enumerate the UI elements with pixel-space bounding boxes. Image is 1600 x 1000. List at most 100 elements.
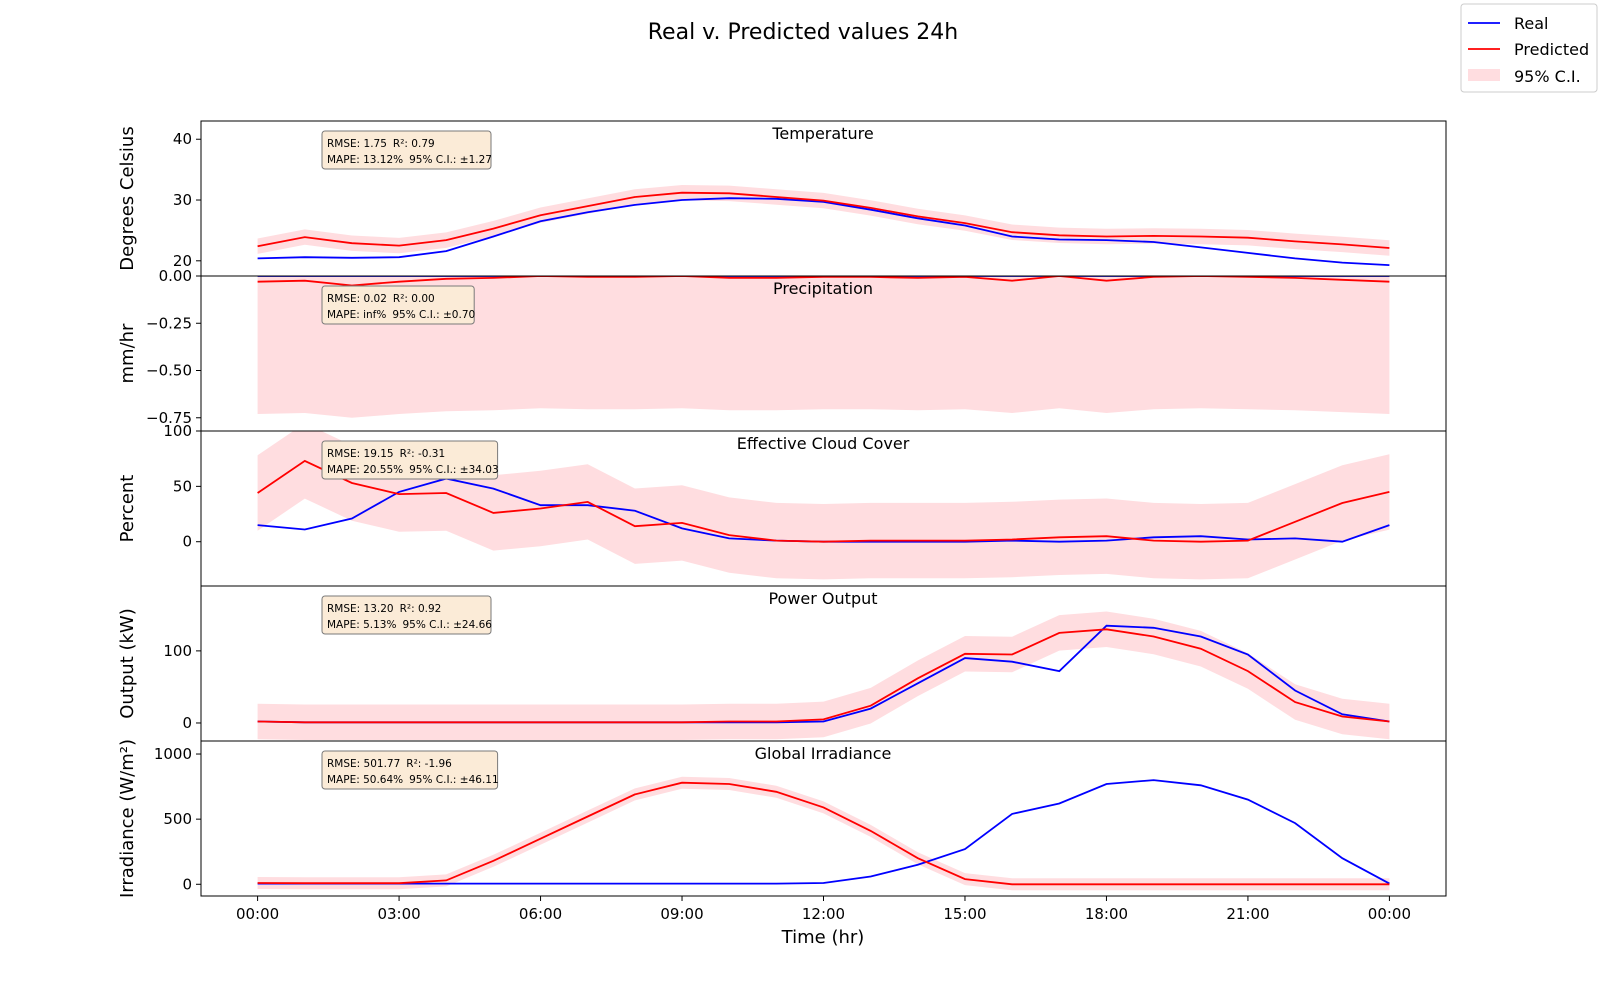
stat-ci: 95% C.I.: ±46.11 (409, 774, 499, 786)
y-tick-label: 0 (182, 875, 192, 893)
y-tick-label: 500 (163, 810, 192, 828)
x-tick-label: 09:00 (660, 905, 703, 923)
stat-ci: 95% C.I.: ±34.03 (409, 464, 499, 476)
y-tick-label: 30 (173, 191, 192, 209)
y-tick-label: 20 (173, 252, 192, 270)
y-tick-label: 100 (163, 642, 192, 660)
panel-title: Power Output (768, 589, 877, 608)
stat-r2: R²: -1.96 (406, 758, 452, 770)
subplots: Temperature 20 30 40 Degrees Celsius RMSE: 1.… (117, 120, 1447, 898)
predicted-series-line (257, 781, 1390, 886)
y-axis-label: mm/hr (117, 323, 138, 384)
stats-line-2: MAPE: 50.64% 95% C.I.: ±46.11 (327, 774, 499, 786)
panel-title: Temperature (771, 124, 873, 143)
stat-mape: MAPE: 20.55% (327, 464, 403, 476)
panel-effective-cloud-cover: Effective Cloud Cover 0 50 100 Percent RMSE: … (117, 422, 1447, 587)
legend-predicted-label: Predicted (1514, 40, 1589, 59)
x-tick-label: 15:00 (943, 905, 986, 923)
x-tick-label: 00:00 (1368, 905, 1411, 923)
ci-band (257, 611, 1390, 740)
x-axis-label: Time (hr) (781, 927, 865, 948)
y-axis-label: Degrees Celsius (117, 126, 138, 270)
stat-mape: MAPE: 50.64% (327, 774, 403, 786)
legend-ci-label: 95% C.I. (1514, 67, 1581, 86)
panel-plot-area (257, 611, 1390, 740)
real-series-line (257, 779, 1390, 885)
y-tick-label: 40 (173, 130, 192, 148)
stats-box (321, 440, 499, 480)
y-axis-label: Percent (117, 475, 138, 543)
stats-line-2: MAPE: 13.12% 95% C.I.: ±1.27 (327, 154, 492, 166)
stat-ci: 95% C.I.: ±1.27 (409, 154, 492, 166)
stat-ci: 95% C.I.: ±24.66 (402, 619, 492, 631)
real-series-line (257, 197, 1390, 266)
panel-plot-area (257, 276, 1390, 418)
predicted-series-line (257, 191, 1390, 249)
panel-title: Global Irradiance (755, 744, 892, 763)
ci-band (257, 185, 1390, 256)
stats-line-2: MAPE: 20.55% 95% C.I.: ±34.03 (327, 464, 499, 476)
ci-band (257, 431, 1390, 580)
stats-box (321, 130, 492, 170)
y-tick-label: −0.50 (146, 362, 192, 380)
panel-plot-area (257, 185, 1390, 266)
y-tick-label: 0 (182, 533, 192, 551)
x-tick-label: 03:00 (377, 905, 420, 923)
stat-mape: MAPE: 13.12% (327, 154, 403, 166)
predicted-series-line (257, 459, 1390, 543)
panel-global-irradiance: Global Irradiance 0 500 1000 Irradiance (W/m… (117, 739, 1447, 898)
stat-rmse: RMSE: 19.15 (327, 448, 394, 460)
panel-title: Precipitation (773, 279, 873, 298)
stat-r2: R²: 0.00 (393, 293, 435, 305)
stats-line-1: RMSE: 501.77 R²: -1.96 (327, 758, 452, 770)
stats-line-1: RMSE: 19.15 R²: -0.31 (327, 448, 445, 460)
stat-mape: MAPE: inf% (327, 309, 386, 321)
stats-line-2: MAPE: 5.13% 95% C.I.: ±24.66 (327, 619, 492, 631)
panel-temperature: Temperature 20 30 40 Degrees Celsius RMSE: 1.… (117, 120, 1447, 277)
predicted-series-line (257, 276, 1390, 287)
predicted-series-line (257, 628, 1390, 724)
y-tick-label: 0.00 (159, 267, 192, 285)
x-tick-label: 12:00 (802, 905, 845, 923)
legend-real-label: Real (1514, 14, 1549, 33)
stat-rmse: RMSE: 1.75 (327, 138, 387, 150)
stat-r2: R²: -0.31 (400, 448, 446, 460)
panel-title: Effective Cloud Cover (737, 434, 910, 453)
stats-line-1: RMSE: 0.02 R²: 0.00 (327, 293, 435, 305)
y-tick-label: 0 (182, 714, 192, 732)
legend: Real Predicted 95% C.I. (1460, 3, 1598, 93)
y-tick-label: 1000 (154, 745, 192, 763)
stats-box (321, 750, 499, 790)
panel-power-output: Power Output 0 100 Output (kW) RMSE: 13.20 R²… (117, 585, 1447, 742)
y-tick-label: −0.75 (146, 409, 192, 427)
y-tick-label: 50 (173, 477, 192, 495)
stat-rmse: RMSE: 0.02 (327, 293, 387, 305)
y-axis-label: Output (kW) (117, 608, 138, 719)
stats-line-1: RMSE: 13.20 R²: 0.92 (327, 603, 441, 615)
x-tick-label: 21:00 (1226, 905, 1269, 923)
stats-line-1: RMSE: 1.75 R²: 0.79 (327, 138, 435, 150)
x-axis: 00:00 03:00 06:00 09:00 12:00 15:00 18:00 21:00… (236, 896, 1411, 923)
ci-band (257, 776, 1390, 891)
stat-r2: R²: 0.79 (393, 138, 435, 150)
stats-line-2: MAPE: inf% 95% C.I.: ±0.70 (327, 309, 475, 321)
ci-band (257, 276, 1390, 418)
stats-box (321, 595, 492, 635)
y-tick-label: −0.25 (146, 314, 192, 332)
x-tick-label: 00:00 (236, 905, 279, 923)
stat-rmse: RMSE: 13.20 (327, 603, 394, 615)
stat-mape: MAPE: 5.13% (327, 619, 396, 631)
panel-plot-area (257, 776, 1390, 891)
y-axis-label: Irradiance (W/m²) (117, 739, 138, 898)
x-tick-label: 06:00 (519, 905, 562, 923)
y-tick-label: 100 (163, 422, 192, 440)
legend-ci-swatch (1468, 69, 1500, 81)
x-tick-label: 18:00 (1085, 905, 1128, 923)
stat-rmse: RMSE: 501.77 (327, 758, 400, 770)
stat-ci: 95% C.I.: ±0.70 (392, 309, 475, 321)
panel-precipitation: Precipitation 0.00 −0.25 −0.50 −0.75 mm/hr RMS… (117, 267, 1447, 432)
stats-box (321, 285, 475, 325)
stat-r2: R²: 0.92 (400, 603, 442, 615)
figure-title: Real v. Predicted values 24h (648, 20, 958, 45)
